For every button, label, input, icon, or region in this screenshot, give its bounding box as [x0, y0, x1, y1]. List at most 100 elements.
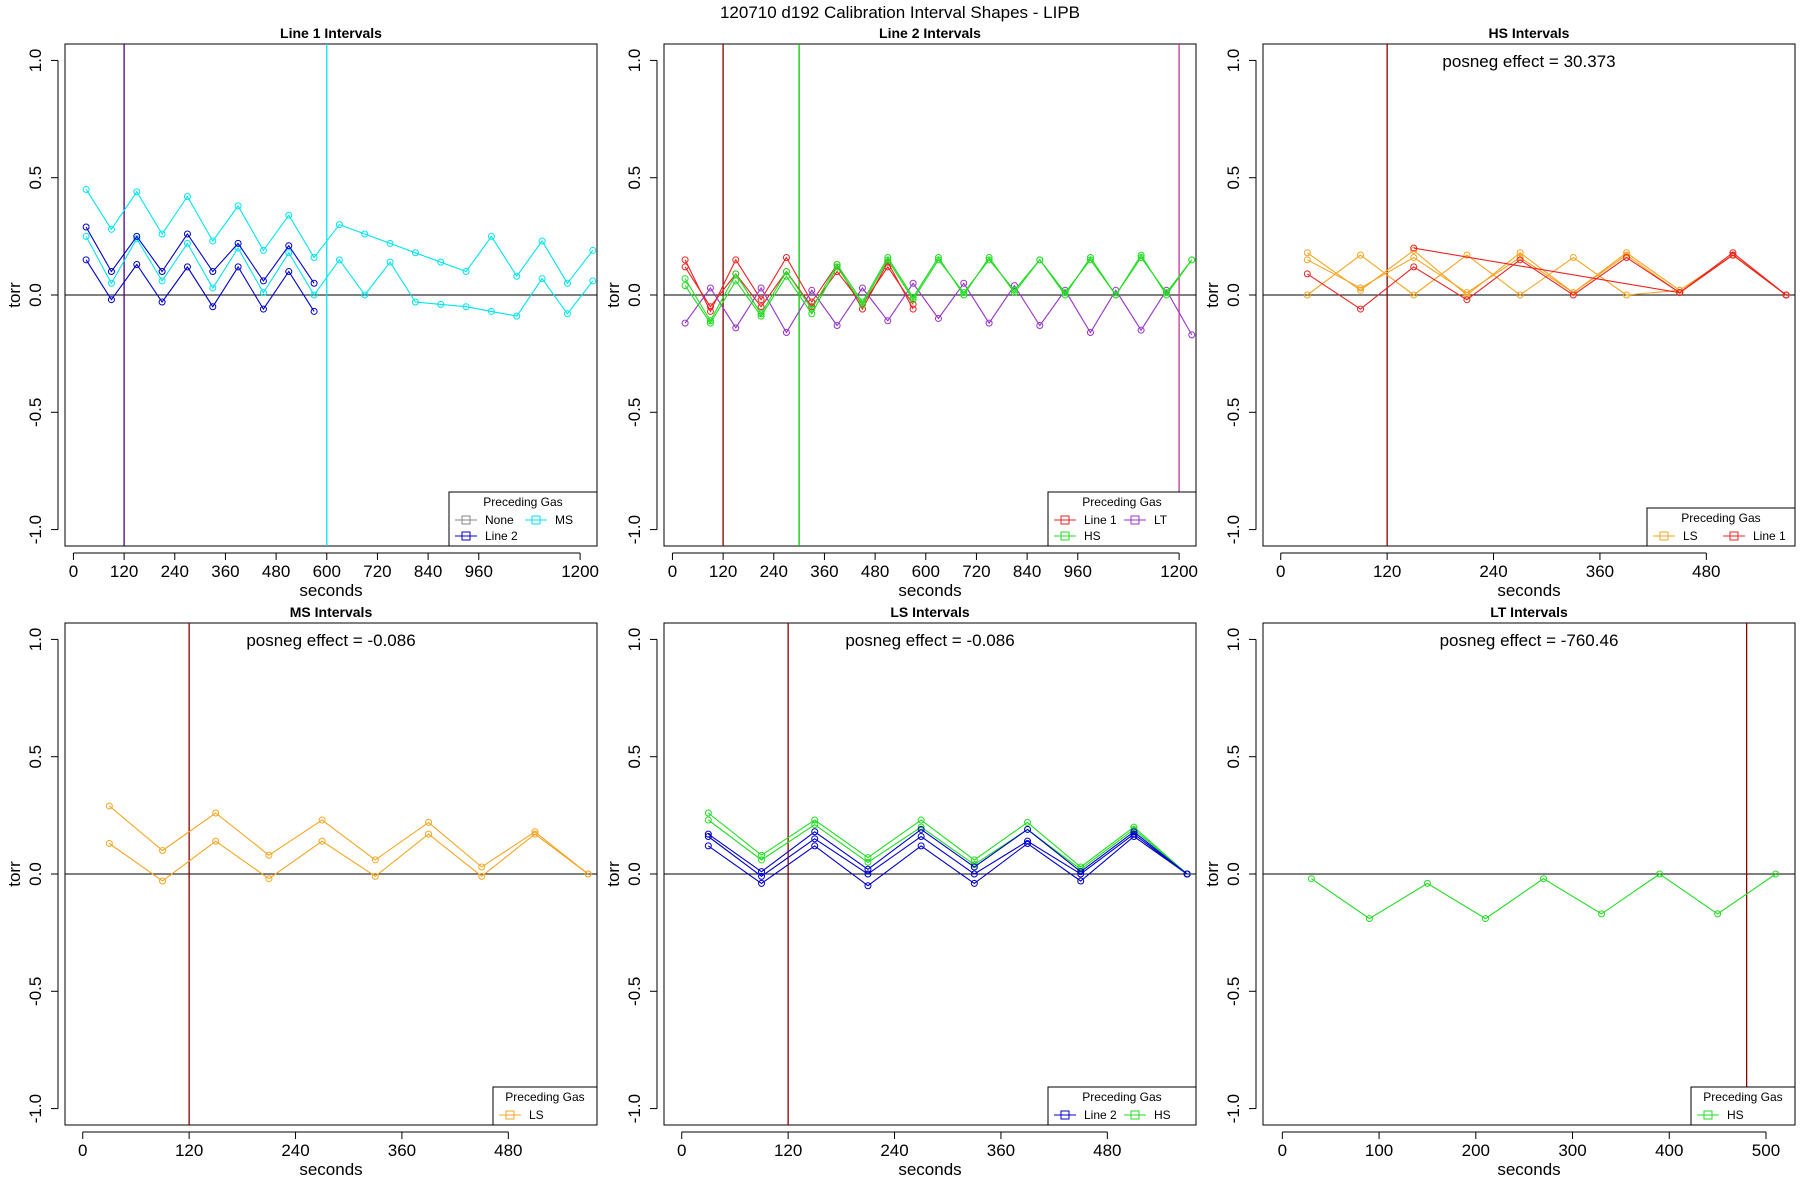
series-line [108, 833, 589, 882]
data-point [371, 856, 379, 864]
series-1 [704, 809, 1191, 878]
legend-entry-label: Line 2 [1084, 1108, 1117, 1122]
legend-title: Preceding Gas [1703, 1090, 1782, 1104]
data-point [970, 863, 978, 871]
series-3 [704, 825, 1191, 878]
data-point [917, 816, 925, 824]
data-point [706, 307, 714, 315]
chart-title: HS Intervals [1489, 25, 1570, 41]
data-point [361, 291, 369, 299]
data-point [310, 279, 318, 287]
data-point [970, 856, 978, 864]
data-point [1086, 329, 1094, 337]
data-point [758, 851, 766, 859]
data-point [758, 879, 766, 887]
data-point [1357, 286, 1365, 294]
data-point [758, 868, 766, 876]
data-point [782, 268, 790, 276]
chart-panel-6: LT Intervals 0 100 200 300 400 500 seconds -1.0 -… [1203, 604, 1796, 1179]
series-line [1413, 247, 1787, 296]
series-3 [1303, 251, 1790, 299]
x-tick-label: 120 [175, 1141, 203, 1160]
data-point [909, 279, 917, 287]
data-point [1024, 840, 1032, 848]
data-point [1463, 291, 1471, 299]
data-point [285, 268, 293, 276]
data-point [212, 809, 220, 817]
data-point [487, 307, 495, 315]
data-point [884, 263, 892, 271]
x-tick-label: 960 [465, 562, 493, 581]
x-tick-label: 500 [1752, 1141, 1780, 1160]
data-point [158, 298, 166, 306]
data-point [478, 872, 486, 880]
legend-entry-label: LS [1683, 529, 1698, 543]
data-point [704, 816, 712, 824]
legend: Preceding Gas LS [492, 1086, 598, 1126]
legend-swatch-marker [1729, 531, 1739, 541]
data-point [159, 847, 167, 855]
x-tick-label: 240 [1479, 562, 1507, 581]
x-tick-label: 0 [69, 562, 78, 581]
data-point [133, 261, 141, 269]
data-point [462, 268, 470, 276]
data-point [335, 256, 343, 264]
data-point [563, 310, 571, 318]
data-point [335, 221, 343, 229]
series-line [85, 226, 315, 284]
data-point [105, 802, 113, 810]
data-point [732, 270, 740, 278]
data-point [133, 188, 141, 196]
y-tick-label: 0.0 [1224, 862, 1243, 886]
legend-entry-label: Line 2 [485, 529, 518, 543]
data-point [864, 854, 872, 862]
data-point [1024, 818, 1032, 826]
data-point [563, 279, 571, 287]
series-line [684, 256, 1193, 325]
data-point [757, 284, 765, 292]
y-axis-label: torr [604, 861, 623, 887]
y-axis-label: torr [5, 861, 24, 887]
data-point [704, 809, 712, 817]
data-point [732, 324, 740, 332]
x-tick-label: 0 [78, 1141, 87, 1160]
series-line [707, 819, 1188, 875]
legend-entry-label: Line 1 [1753, 529, 1786, 543]
x-tick-label: 0 [668, 562, 677, 581]
data-point [808, 310, 816, 318]
plot-area [664, 623, 1196, 1125]
plot-area [664, 44, 1196, 546]
series-line [707, 833, 1188, 877]
data-point [1516, 249, 1524, 257]
data-point [411, 298, 419, 306]
data-point [310, 291, 318, 299]
y-axis-label: torr [1203, 282, 1222, 308]
y-tick-label: -0.5 [26, 398, 45, 427]
y-axis-label: torr [604, 282, 623, 308]
data-point [1598, 910, 1606, 918]
data-point [1463, 289, 1471, 297]
data-point [107, 279, 115, 287]
data-point [538, 275, 546, 283]
data-point [513, 312, 521, 320]
data-point [1410, 263, 1418, 271]
legend-swatch-marker [1703, 1110, 1713, 1120]
data-point [1463, 296, 1471, 304]
data-point [1410, 246, 1418, 254]
chart-panel-3: HS Intervals 0 120 240 360 480 seconds -1.0 -0.5… [1203, 25, 1796, 600]
data-point [513, 272, 521, 280]
x-axis-label: seconds [1497, 581, 1560, 600]
data-point [538, 237, 546, 245]
data-point [259, 277, 267, 285]
data-point [1036, 321, 1044, 329]
data-point [1516, 291, 1524, 299]
y-tick-label: -1.0 [26, 1094, 45, 1123]
data-point [704, 842, 712, 850]
data-point [1010, 286, 1018, 294]
data-point [1656, 870, 1664, 878]
data-point [1463, 251, 1471, 259]
data-point [1782, 291, 1790, 299]
data-point [706, 319, 714, 327]
x-tick-label: 720 [962, 562, 990, 581]
series-line [707, 828, 1188, 875]
